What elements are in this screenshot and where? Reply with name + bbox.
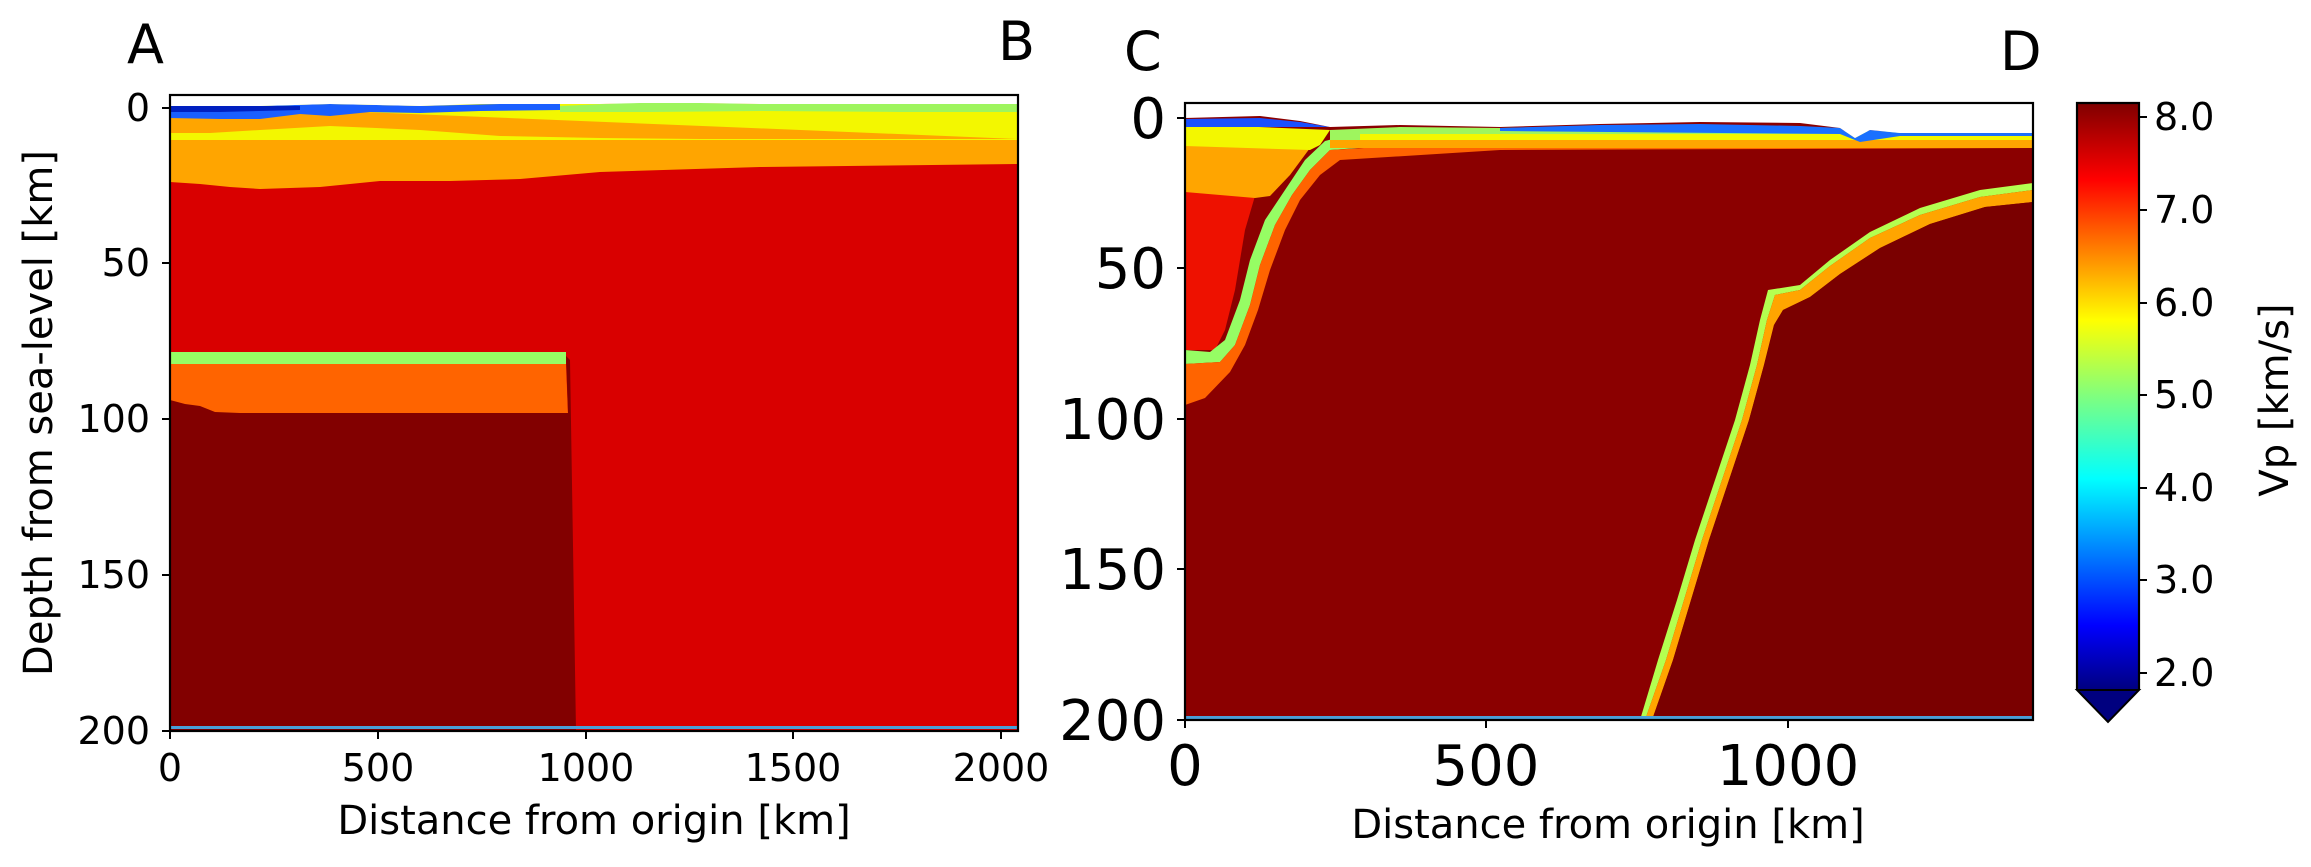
colorbar-label: Vp [km/s]: [2252, 303, 2298, 496]
right-axes-frame: [1183, 101, 2035, 722]
right-x-axis-title: Distance from origin [km]: [1351, 802, 1864, 848]
colorbar-tick-5: 5.0: [2154, 373, 2214, 417]
left-ytick-100: 100: [77, 397, 150, 441]
right-panel: 0 50 100 150 200 0 500 1000 Distance fro…: [1059, 20, 2041, 848]
corner-label-c: C: [1124, 20, 1162, 83]
colorbar-tick-7: 7.0: [2154, 188, 2214, 232]
left-xtick-0: 0: [158, 746, 182, 790]
right-ytick-150: 150: [1059, 538, 1166, 603]
left-y-axis-title: Depth from sea-level [km]: [16, 150, 62, 676]
left-panel: 0 50 100 150 200 0 500 1000 1500 2000 Di…: [16, 10, 1049, 844]
colorbar-frame: [2075, 101, 2141, 690]
left-slab-top: [170, 352, 566, 364]
right-y-ticks: 0 50 100 150 200: [1059, 87, 1185, 754]
corner-label-d: D: [2000, 20, 2042, 83]
left-xtick-1000: 1000: [538, 746, 635, 790]
colorbar-tick-6: 6.0: [2154, 281, 2214, 325]
right-second-slab-mantle: [1652, 202, 2033, 720]
colorbar-tick-3: 3.0: [2154, 558, 2214, 602]
right-upper-crust-left: [1185, 124, 1330, 150]
left-xtick-2000: 2000: [953, 746, 1050, 790]
left-bottom-line: [170, 726, 1018, 729]
left-xtick-1500: 1500: [745, 746, 842, 790]
corner-label-a: A: [127, 13, 164, 76]
right-ytick-100: 100: [1059, 388, 1166, 453]
corner-label-b: B: [998, 10, 1035, 73]
right-velocity-field: [1185, 103, 2033, 720]
left-ytick-50: 50: [102, 241, 150, 285]
colorbar-tick-2: 2.0: [2154, 651, 2214, 695]
right-bottom-line: [1185, 716, 2033, 719]
left-xtick-500: 500: [342, 746, 415, 790]
left-ytick-0: 0: [126, 86, 150, 130]
colorbar-ticks: 2.0 3.0 4.0 5.0 6.0 7.0 8.0: [2139, 95, 2214, 695]
colorbar-extend-min: [2074, 689, 2142, 724]
left-x-ticks: 0 500 1000 1500 2000: [158, 731, 1049, 790]
left-x-axis-title: Distance from origin [km]: [337, 798, 850, 844]
left-y-ticks: 0 50 100 150 200: [77, 86, 170, 753]
colorbar-tick-4: 4.0: [2154, 466, 2214, 510]
right-xtick-1000: 1000: [1717, 734, 1860, 799]
right-sky: [1185, 103, 2033, 138]
left-slab-mantle: [170, 356, 576, 731]
left-axes-frame: [168, 93, 1020, 733]
left-upper-green: [560, 102, 1018, 112]
right-lower-crust-band: [1330, 140, 2033, 148]
right-x-ticks: 0 500 1000: [1167, 720, 1859, 799]
right-lower-crust-left: [1185, 142, 1310, 198]
colorbar-tick-8: 8.0: [2154, 95, 2214, 139]
colorbar-gradient: [2077, 103, 2139, 690]
right-water-left: [1185, 118, 1330, 127]
colorbar: 2.0 3.0 4.0 5.0 6.0 7.0 8.0 Vp [km/s]: [2074, 95, 2298, 724]
right-ytick-0: 0: [1130, 87, 1166, 152]
left-ytick-200: 200: [77, 709, 150, 753]
right-wedge-mantle: [1185, 180, 1255, 350]
right-ytick-200: 200: [1059, 689, 1166, 754]
left-water-dark: [170, 106, 300, 112]
left-sky: [170, 95, 1018, 106]
left-velocity-field: [170, 95, 1018, 731]
right-xtick-500: 500: [1433, 734, 1540, 799]
left-ytick-150: 150: [77, 553, 150, 597]
right-xtick-0: 0: [1167, 734, 1203, 799]
right-ytick-50: 50: [1095, 237, 1166, 302]
right-water-right: [1500, 124, 2033, 142]
left-upper-crust: [170, 104, 1018, 140]
left-slab-crust: [170, 364, 568, 414]
